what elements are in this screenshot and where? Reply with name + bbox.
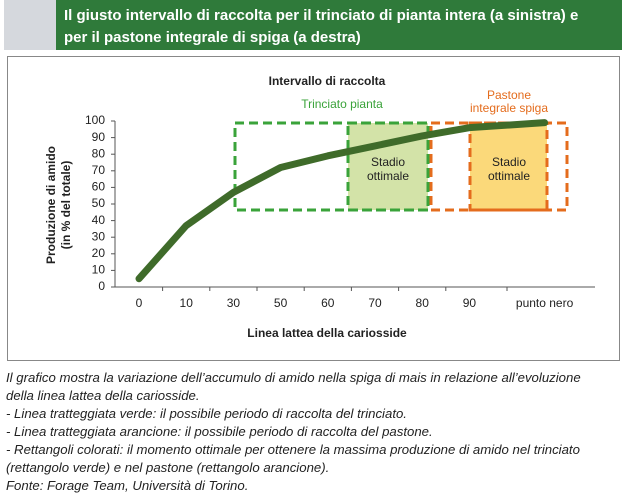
y-tick-label: 50 (92, 196, 106, 210)
x-tick-label: 90 (463, 296, 477, 310)
caption: Il grafico mostra la variazione dell’acc… (6, 369, 618, 495)
chart-title: Intervallo di raccolta (269, 74, 386, 88)
x-tick-label: punto nero (516, 296, 574, 310)
header: Il giusto intervallo di raccolta per il … (56, 0, 622, 50)
caption-line: - Linea tratteggiata arancione: il possi… (6, 424, 433, 439)
annotation: Pastone (487, 88, 531, 102)
x-tick-label: 10 (180, 296, 194, 310)
y-axis-label: (in % del totale) (59, 161, 73, 250)
annotation: ottimale (367, 169, 409, 183)
y-tick-label: 0 (98, 279, 105, 293)
data-line (135, 119, 549, 283)
x-tick-label: 60 (321, 296, 335, 310)
annotation: Stadio (492, 155, 526, 169)
y-tick-label: 100 (85, 113, 105, 127)
y-tick-label: 60 (92, 180, 106, 194)
x-tick-label: 70 (368, 296, 382, 310)
annotation: Stadio (371, 155, 405, 169)
caption-line: - Rettangoli colorati: il momento ottima… (6, 442, 580, 457)
x-tick-label: 50 (274, 296, 288, 310)
caption-line: - Linea tratteggiata verde: il possibile… (6, 406, 407, 421)
x-axis-label: Linea lattea della cariosside (247, 326, 407, 340)
header-swatch (4, 0, 56, 50)
y-tick-label: 40 (92, 213, 106, 227)
caption-line: Fonte: Forage Team, Università di Torino… (6, 478, 249, 493)
x-tick-label: 0 (136, 296, 143, 310)
chart-frame (7, 56, 620, 361)
x-tick-label: 80 (416, 296, 430, 310)
x-tick-label: 30 (227, 296, 241, 310)
header-title: Il giusto intervallo di raccolta per il … (64, 7, 579, 24)
y-tick-label: 20 (92, 246, 106, 260)
header-title: per il pastone integrale di spiga (a des… (64, 29, 361, 46)
y-tick-label: 90 (92, 130, 106, 144)
yellow-optimal (470, 123, 547, 210)
caption-line: (rettangolo verde) e nel pastone (rettan… (6, 460, 330, 475)
orange-optimal-border (468, 121, 549, 212)
annotation: Trinciato pianta (301, 97, 383, 111)
y-tick-label: 10 (92, 263, 106, 277)
y-tick-label: 70 (92, 163, 106, 177)
caption-line: Il grafico mostra la variazione dell’acc… (6, 370, 581, 385)
y-tick-label: 30 (92, 229, 106, 243)
caption-line: della linea lattea della cariosside. (6, 388, 200, 403)
y-tick-label: 80 (92, 146, 106, 160)
annotation: integrale spiga (470, 101, 548, 115)
y-axis-label: Produzione di amido (44, 146, 58, 264)
annotation: ottimale (488, 169, 530, 183)
